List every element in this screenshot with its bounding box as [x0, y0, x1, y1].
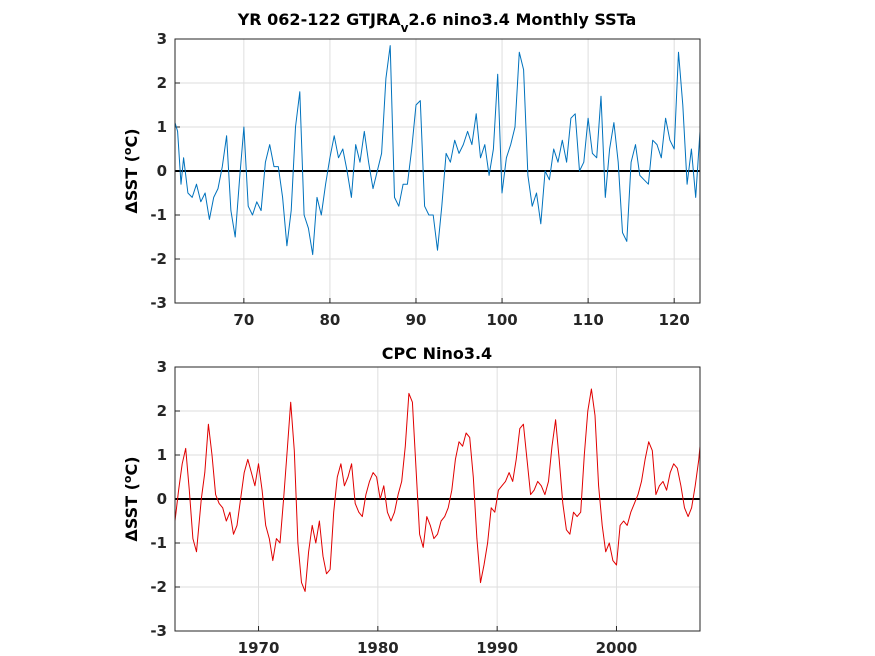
y-tick-label: 1 — [157, 446, 167, 464]
chart-title: YR 062-122 GTJRAv2.6 nino3.4 Monthly SST… — [237, 10, 637, 35]
y-tick-label: -3 — [150, 294, 167, 312]
y-tick-label: 3 — [157, 30, 167, 48]
series-line — [174, 45, 701, 256]
series-layer — [174, 388, 701, 592]
x-tick-label: 1980 — [357, 639, 399, 656]
y-axis-label: ΔSST (oC) — [121, 456, 141, 541]
x-tick-label: 100 — [486, 311, 517, 329]
y-tick-label: -1 — [150, 206, 167, 224]
x-tick-label: 1970 — [238, 639, 280, 656]
tick-labels: 1970 1980 1990 2000 -3 -2 -1 0 1 2 3 — [150, 358, 637, 656]
y-tick-label: -2 — [150, 250, 167, 268]
chart-cpc-nino34: CPC Nino3.4 ΔSST (oC) 1970 1980 1990 2000 -3… — [121, 344, 701, 656]
x-tick-label: 70 — [233, 311, 254, 329]
x-tick-label: 120 — [659, 311, 690, 329]
y-tick-label: 2 — [157, 74, 167, 92]
y-axis-label: ΔSST (oC) — [121, 128, 141, 213]
y-tick-label: 2 — [157, 402, 167, 420]
y-tick-label: -2 — [150, 578, 167, 596]
y-tick-label: 3 — [157, 358, 167, 376]
chart-gtjra-nino34: YR 062-122 GTJRAv2.6 nino3.4 Monthly SST… — [121, 10, 701, 329]
y-tick-label: 0 — [157, 162, 167, 180]
chart-title: CPC Nino3.4 — [382, 344, 492, 363]
tick-labels: 70 80 90 100 110 120 -3 -2 -1 0 1 2 3 — [150, 30, 690, 329]
x-tick-label: 110 — [572, 311, 603, 329]
x-tick-label: 1990 — [476, 639, 518, 656]
y-tick-label: 0 — [157, 490, 167, 508]
x-tick-label: 90 — [406, 311, 427, 329]
plot-frame — [174, 38, 701, 304]
series-line — [174, 388, 701, 592]
y-tick-label: 1 — [157, 118, 167, 136]
x-tick-label: 80 — [319, 311, 340, 329]
series-layer — [174, 45, 701, 256]
y-tick-label: -3 — [150, 622, 167, 640]
y-tick-label: -1 — [150, 534, 167, 552]
x-tick-label: 2000 — [596, 639, 638, 656]
plot-frame — [174, 366, 701, 632]
